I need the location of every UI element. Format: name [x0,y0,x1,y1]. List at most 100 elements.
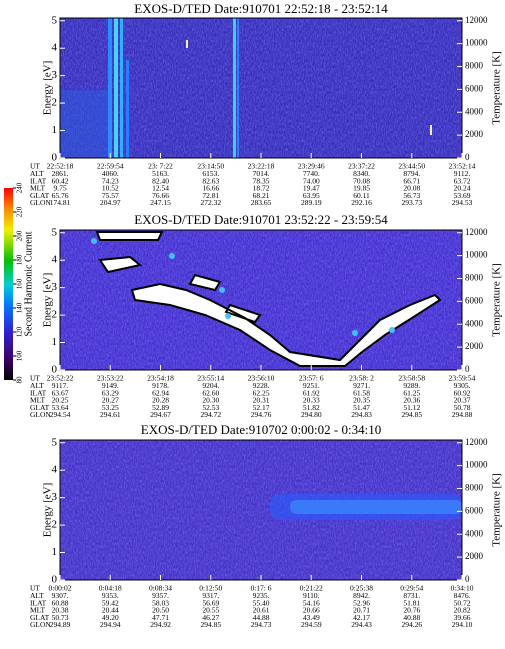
ephemeris-value: 294.59 [301,620,322,629]
ephemeris-value: 6153. [202,169,219,178]
ephemeris-name: MLT [30,396,46,405]
ephemeris-value: 59.42 [102,598,119,607]
ephemeris-value: 75.57 [102,191,119,200]
x-tick-label: 23:58: 2 [349,374,374,383]
colorbar-tick-label: 80 [16,376,24,384]
ephemeris-value: 52.89 [152,403,169,412]
ephemeris-value: 20.30 [202,396,219,405]
ephemeris-value: 8942. [353,591,370,600]
y2-axis-label: Temperature [K] [491,473,503,546]
x-tick-label: 0:21:22 [300,584,323,593]
y2-tick-label: 2000 [465,129,484,139]
ephemeris-value: 20.31 [253,396,270,405]
ephemeris-value: 16.66 [202,184,219,193]
colorbar-tick-label: 240 [16,182,24,193]
colorbar-tick-label: 100 [16,350,24,361]
ephemeris-value: 9307. [52,591,69,600]
x-tick-label: 23:52:22 [47,374,74,383]
ephemeris-value: 60.92 [454,388,471,397]
ephemeris-value: 5163. [152,169,169,178]
y-tick-label: 2 [52,97,58,109]
ephemeris-value: 294.85 [200,620,221,629]
y2-tick-label: 10000 [465,460,488,470]
ephemeris-value: 82.63 [202,176,219,185]
ephemeris-name: ALT [30,169,44,178]
ephemeris-name: GLAT [30,403,50,412]
panel-title: EXOS-D/TED Date:910702 0:00:02 - 0:34:10 [141,422,381,437]
colorbar-label: Second Harmonic Current [23,231,34,336]
y-tick-label: 3 [52,491,58,503]
colorbar-tick-label: 120 [16,326,24,337]
ephemeris-value: 18.72 [253,184,270,193]
y2-tick-label: 12000 [465,437,488,447]
ephemeris-value: 9178. [152,381,169,390]
y2-tick-label: 2000 [465,341,484,351]
ephemeris-value: 20.61 [253,606,270,615]
ephemeris-value: 294.76 [251,410,272,419]
y2-tick-label: 2000 [465,551,484,561]
ephemeris-value: 9235. [253,591,270,600]
y-tick-label: 1 [52,546,58,558]
ephemeris-value: 66.71 [403,176,420,185]
ephemeris-value: 49.20 [102,613,119,622]
y-tick-label: 4 [52,42,58,54]
ephemeris-name: GLON [30,410,51,419]
ephemeris-value: 61.92 [303,388,320,397]
ephemeris-value: 12.54 [152,184,169,193]
x-tick-label: 23:57: 6 [299,374,324,383]
ephemeris-name: ALT [30,591,44,600]
ephemeris-value: 7014. [253,169,270,178]
ephemeris-value: 283.65 [251,198,272,207]
x-axis-label: UT [30,584,40,593]
ephemeris-value: 20.27 [102,396,119,405]
ephemeris-value: 19.47 [303,184,320,193]
ephemeris-value: 9305. [454,381,471,390]
y-tick-label: 5 [52,226,58,238]
x-tick-label: 0:08:34 [149,584,172,593]
ephemeris-value: 61.25 [403,388,420,397]
ephemeris-value: 70.08 [353,176,370,185]
y2-tick-label: 4000 [465,318,484,328]
ephemeris-value: 82.40 [152,176,169,185]
colorbar [4,188,13,380]
ephemeris-value: 294.43 [351,620,372,629]
ephemeris-value: 9228. [253,381,270,390]
y2-tick-label: 0 [465,574,470,584]
y-tick-label: 2 [52,309,58,321]
y-tick-label: 2 [52,519,58,531]
y2-tick-label: 10000 [465,38,488,48]
colorbar-tick-label: 200 [16,230,24,241]
ephemeris-value: 53.64 [52,403,69,412]
y-tick-label: 3 [52,69,58,81]
x-tick-label: 23:37:22 [348,162,375,171]
x-tick-label: 0:00:02 [49,584,72,593]
ephemeris-value: 52.53 [202,403,219,412]
ephemeris-value: 9353. [102,591,119,600]
panel-title: EXOS-D/TED Date:910701 23:52:22 - 23:59:… [134,212,388,227]
ephemeris-value: 44.88 [253,613,270,622]
ephemeris-value: 8731. [403,591,420,600]
ephemeris-value: 294.72 [200,410,221,419]
x-tick-label: 23:22:18 [248,162,275,171]
x-tick-label: 0:29:54 [400,584,423,593]
x-tick-label: 0:34:10 [451,584,474,593]
ephemeris-value: 9271. [353,381,370,390]
ephemeris-value: 293.73 [401,198,422,207]
x-tick-label: 23:14:50 [197,162,224,171]
x-tick-label: 22:59:54 [97,162,124,171]
x-tick-label: 23:29:46 [298,162,325,171]
ephemeris-value: 60.11 [353,191,370,200]
ephemeris-name: ALT [30,381,44,390]
ephemeris-value: 20.38 [52,606,69,615]
x-axis-label: UT [30,162,40,171]
ephemeris-name: ILAT [30,598,47,607]
x-tick-label: 23:52:14 [449,162,476,171]
ephemeris-value: 9110. [303,591,320,600]
ephemeris-value: 76.66 [152,191,169,200]
ephemeris-value: 294.92 [150,620,171,629]
ephemeris-value: 19.85 [353,184,370,193]
ephemeris-value: 294.88 [452,410,473,419]
ephemeris-value: 294.67 [150,410,171,419]
colorbar-tick-label: 180 [16,254,24,265]
